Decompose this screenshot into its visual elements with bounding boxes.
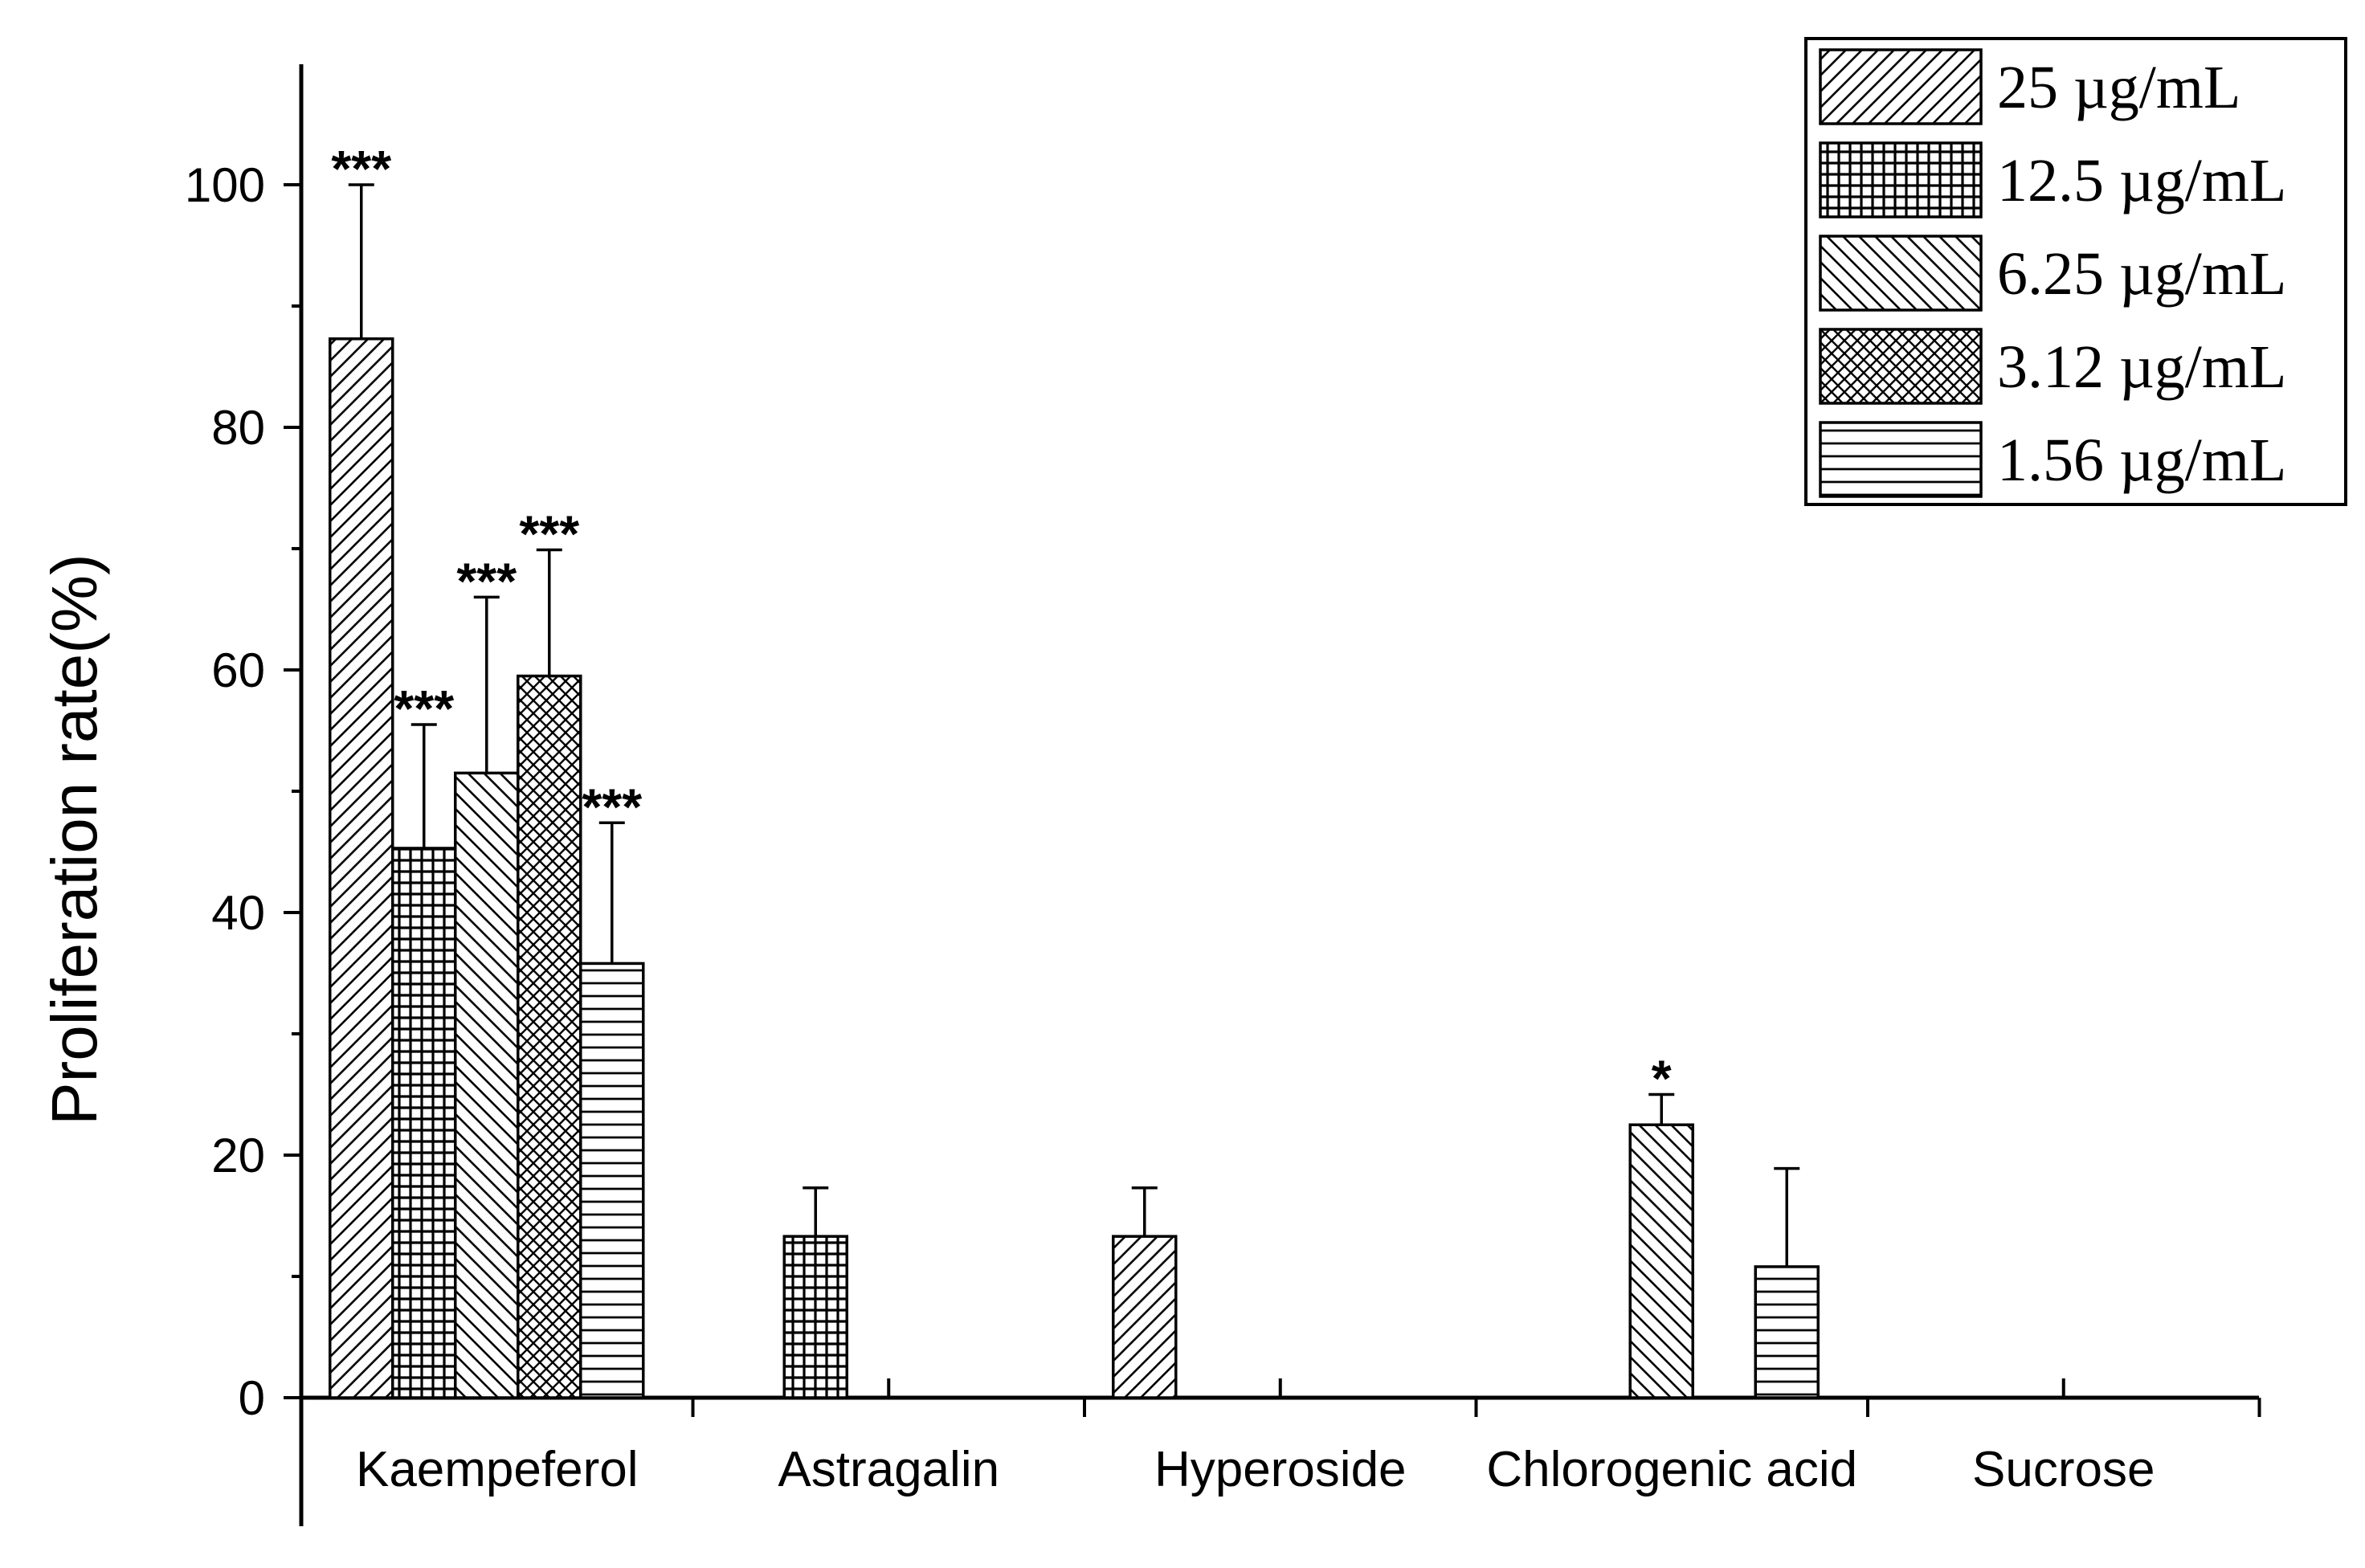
legend-swatch: [1819, 141, 1983, 218]
legend-label: 25 µg/mL: [1997, 54, 2240, 121]
bar: [579, 962, 645, 1399]
legend-label: 3.12 µg/mL: [1997, 333, 2286, 401]
y-tick-label: 100: [185, 158, 265, 212]
significance-label: ***: [331, 140, 391, 198]
bar: [1112, 1235, 1178, 1399]
significance-label: ***: [519, 505, 579, 563]
bar: [391, 847, 457, 1399]
y-tick-label: 0: [239, 1371, 265, 1425]
significance-label: *: [1652, 1050, 1672, 1108]
bar: [329, 337, 394, 1399]
plot-area: 0 20 40 60 80 100 Kaempeferol Astragalin Hyperos…: [185, 64, 2261, 1526]
legend-swatch: [1819, 235, 1983, 312]
bar: [454, 771, 520, 1399]
legend-label: 12.5 µg/mL: [1997, 147, 2286, 214]
legend: 25 µg/mL 12.5 µg/mL 6.25 µg/mL 3.12 µg/mL 1.…: [1804, 37, 2347, 506]
bar: [517, 674, 582, 1399]
bar: [782, 1235, 848, 1399]
y-tick-label: 60: [211, 643, 265, 697]
x-tick-label: Kaempeferol: [356, 1442, 639, 1497]
legend-swatch: [1819, 48, 1983, 125]
y-tick-label: 80: [211, 401, 265, 455]
bar: [1754, 1265, 1820, 1399]
y-tick-label: 20: [211, 1129, 265, 1182]
x-tick-label: Astragalin: [778, 1442, 999, 1497]
legend-swatch: [1819, 421, 1983, 498]
significance-label: ***: [582, 778, 642, 835]
significance-label: ***: [394, 680, 454, 737]
significance-label: ***: [456, 552, 517, 610]
legend-swatch: [1819, 328, 1983, 405]
legend-label: 6.25 µg/mL: [1997, 240, 2286, 308]
x-tick-label: Sucrose: [1972, 1442, 2155, 1497]
bar: [1628, 1123, 1694, 1399]
x-tick-label: Hyperoside: [1154, 1442, 1407, 1497]
y-axis-label: Proliferation rate(%): [39, 553, 110, 1125]
x-tick-label: Chlorogenic acid: [1486, 1442, 1857, 1497]
legend-label: 1.56 µg/mL: [1997, 427, 2286, 494]
y-tick-label: 40: [211, 886, 265, 940]
